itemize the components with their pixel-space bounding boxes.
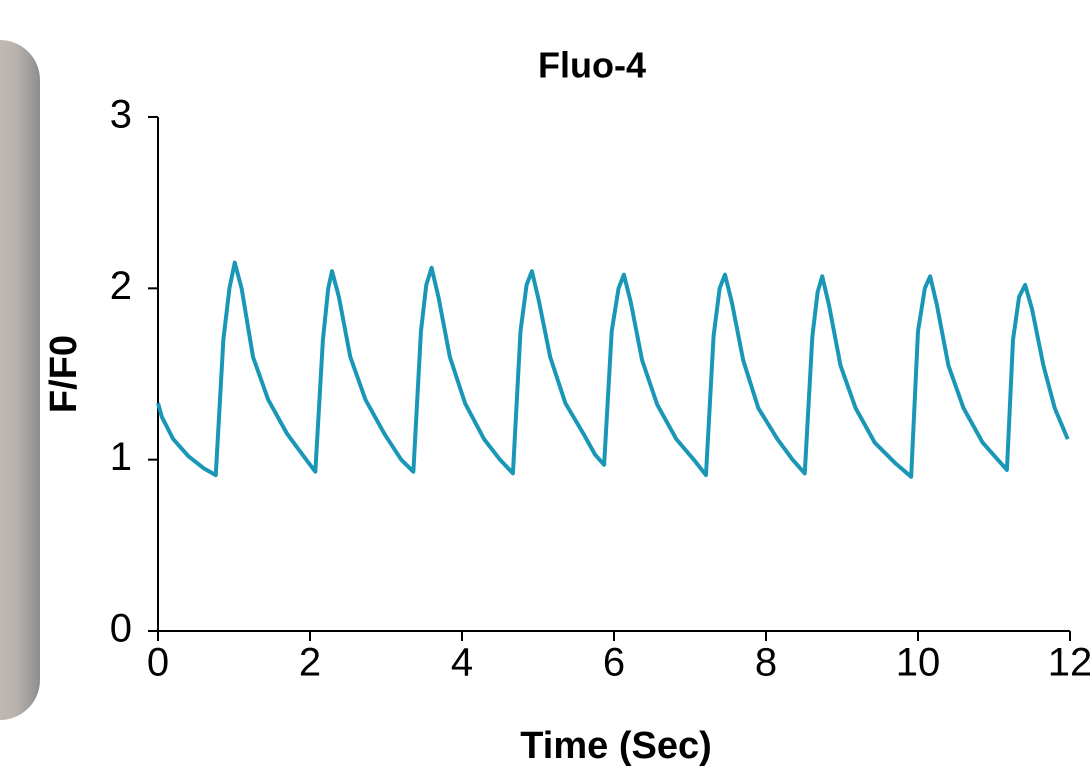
y-tick-label: 3 [110,93,132,137]
chart-title: Fluo-4 [538,45,646,86]
x-tick-label: 6 [603,641,625,685]
y-axis-label: F/F0 [43,335,85,413]
background-image [0,40,40,720]
x-tick-label: 8 [755,641,777,685]
x-tick-label: 2 [299,641,321,685]
x-tick-label: 4 [451,641,473,685]
x-tick-label: 12 [1048,641,1090,685]
y-tick-label: 0 [110,607,132,651]
x-axis-label: Time (Sec) [520,725,711,767]
x-tick-label: 10 [896,641,941,685]
y-tick-label: 1 [110,435,132,479]
data-line [156,260,1070,479]
x-tick-label: 0 [147,641,169,685]
y-tick-label: 2 [110,264,132,308]
